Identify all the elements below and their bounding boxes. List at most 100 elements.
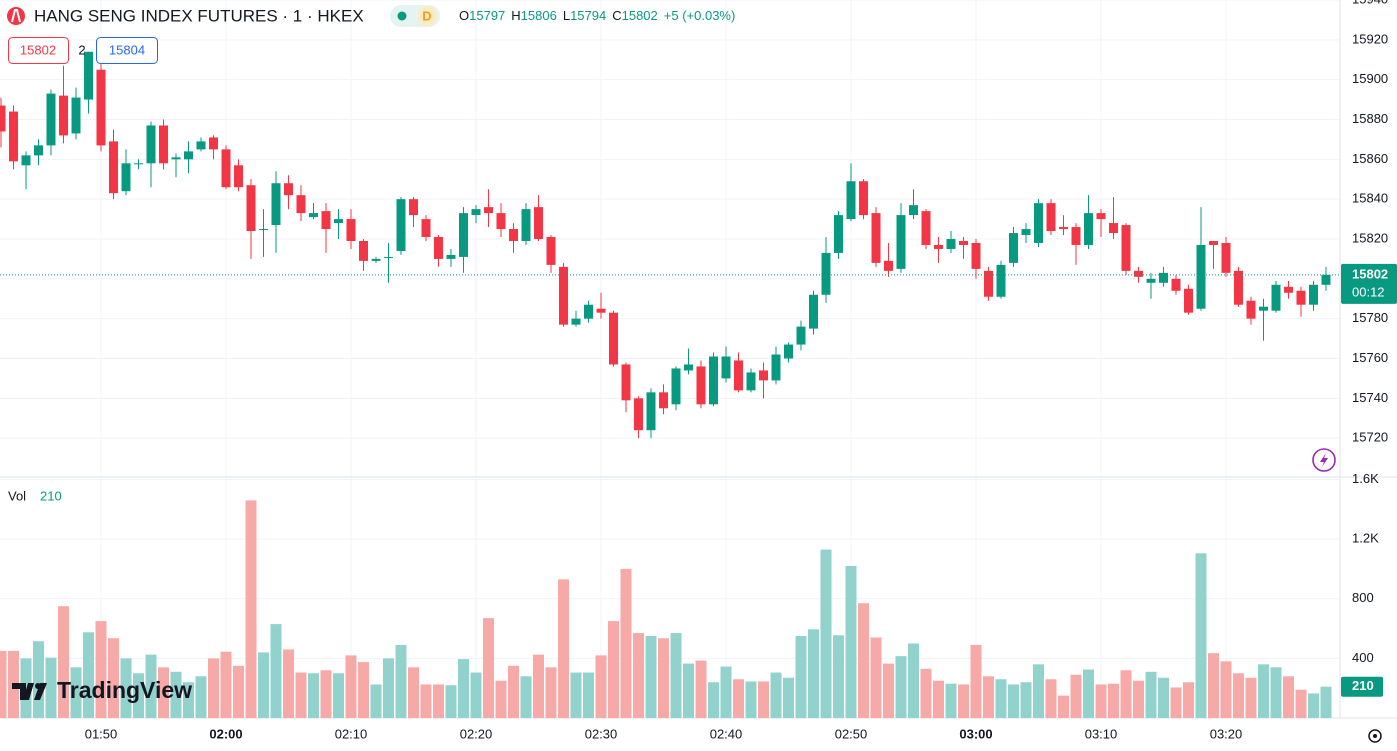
y-tick-label: 15740	[1352, 390, 1388, 405]
lightning-icon[interactable]	[1312, 448, 1336, 472]
volume-bar	[1295, 689, 1307, 718]
candle-body	[121, 163, 131, 192]
candle-body	[684, 364, 693, 371]
candle-body	[9, 111, 18, 162]
candle-body	[996, 264, 1006, 297]
last-volume-label: 210	[1352, 678, 1374, 693]
volume-bar	[483, 618, 494, 718]
candle-body	[459, 213, 468, 257]
volume-bar	[1145, 671, 1157, 718]
volume-bar	[1283, 676, 1294, 718]
x-tick-label: 02:20	[460, 726, 493, 741]
candle-body	[846, 181, 856, 220]
volume-bar	[108, 638, 119, 718]
volume-bar	[745, 681, 757, 718]
candle-body	[234, 165, 243, 188]
volume-bar	[1033, 664, 1044, 718]
volume-bar	[83, 632, 94, 718]
volume-bar	[195, 676, 207, 718]
candle-body	[334, 219, 343, 224]
volume-bar	[1195, 553, 1207, 718]
candle-body	[1134, 270, 1143, 277]
candle-body	[71, 97, 81, 134]
volume-bar	[908, 643, 919, 718]
volume-bar	[420, 684, 432, 718]
volume-bar	[933, 680, 944, 718]
volume-bar	[1020, 682, 1032, 718]
volume-bar	[558, 579, 569, 718]
candle-body	[921, 211, 931, 245]
sell-button[interactable]	[8, 37, 69, 64]
y-tick-label: 15900	[1352, 71, 1388, 86]
x-tick-label: 02:00	[209, 726, 242, 741]
candle-body	[534, 207, 543, 239]
candle-body	[1321, 274, 1331, 285]
settings-gear[interactable]	[1368, 729, 1382, 743]
x-tick-label: 03:00	[959, 726, 992, 741]
buy-button[interactable]	[96, 37, 158, 64]
volume-bar	[870, 637, 882, 718]
candle-body	[596, 308, 606, 313]
candle-body	[1084, 213, 1093, 245]
volume-bar	[583, 672, 594, 718]
candle-body	[834, 215, 843, 253]
volume-bar	[245, 500, 257, 718]
volume-bar	[1108, 683, 1119, 718]
candle-body	[1034, 203, 1043, 243]
candle-body	[696, 366, 706, 405]
volume-bar	[45, 657, 57, 718]
volume-bar	[258, 652, 269, 718]
volume-bar	[1158, 677, 1169, 718]
candle-body	[759, 370, 768, 381]
volume-bar	[608, 621, 619, 718]
candle-body	[1209, 240, 1218, 245]
candle-body	[746, 372, 756, 391]
x-tick-label: 02:30	[585, 726, 618, 741]
volume-bar	[320, 670, 332, 718]
x-tick-label: 02:50	[835, 726, 868, 741]
volume-bar	[383, 658, 394, 718]
y-tick-label: 15720	[1352, 430, 1388, 445]
candle-body	[521, 209, 531, 241]
volume-bar	[833, 635, 844, 718]
candle-body	[184, 151, 193, 160]
candle-body	[1121, 225, 1131, 271]
volume-bar	[708, 682, 719, 718]
candle-body	[346, 219, 356, 241]
volume-bar	[1070, 674, 1082, 718]
settings-icon[interactable]	[1368, 729, 1382, 743]
candle-body	[946, 238, 956, 249]
candle-body	[959, 240, 968, 245]
candle-body	[384, 256, 393, 258]
volume-bar	[495, 680, 507, 718]
y-tick-label: 15760	[1352, 350, 1388, 365]
candle-body	[634, 398, 643, 431]
volume-bar	[1083, 669, 1094, 718]
volume-bar	[333, 673, 344, 718]
ohlc-value: 15802	[622, 8, 658, 23]
volume-bar	[683, 663, 694, 718]
candle-body	[134, 163, 143, 165]
x-tick-label: 02:10	[335, 726, 368, 741]
volume-bar	[570, 672, 582, 718]
y-tick-label: 15860	[1352, 151, 1388, 166]
y-tick-label: 15920	[1352, 31, 1388, 46]
volume-bar	[1270, 667, 1282, 718]
volume-bar	[133, 673, 144, 718]
volume-bar	[470, 672, 482, 718]
x-tick-label: 01:50	[85, 726, 118, 741]
candle-body	[0, 105, 6, 132]
volume-bar	[858, 603, 869, 718]
watermark-logo-mark	[34, 683, 47, 700]
volume-bar	[1320, 686, 1332, 718]
volume-bar	[1058, 695, 1069, 718]
candle-body	[84, 51, 93, 100]
candle-body	[1059, 227, 1068, 230]
y-tick-label: 15840	[1352, 191, 1388, 206]
volume-bar	[208, 658, 219, 718]
volume-bar	[233, 665, 244, 718]
volume-bar	[1208, 653, 1219, 718]
candle-body	[909, 205, 918, 216]
volume-bar	[0, 650, 7, 718]
candle-body	[409, 199, 418, 216]
